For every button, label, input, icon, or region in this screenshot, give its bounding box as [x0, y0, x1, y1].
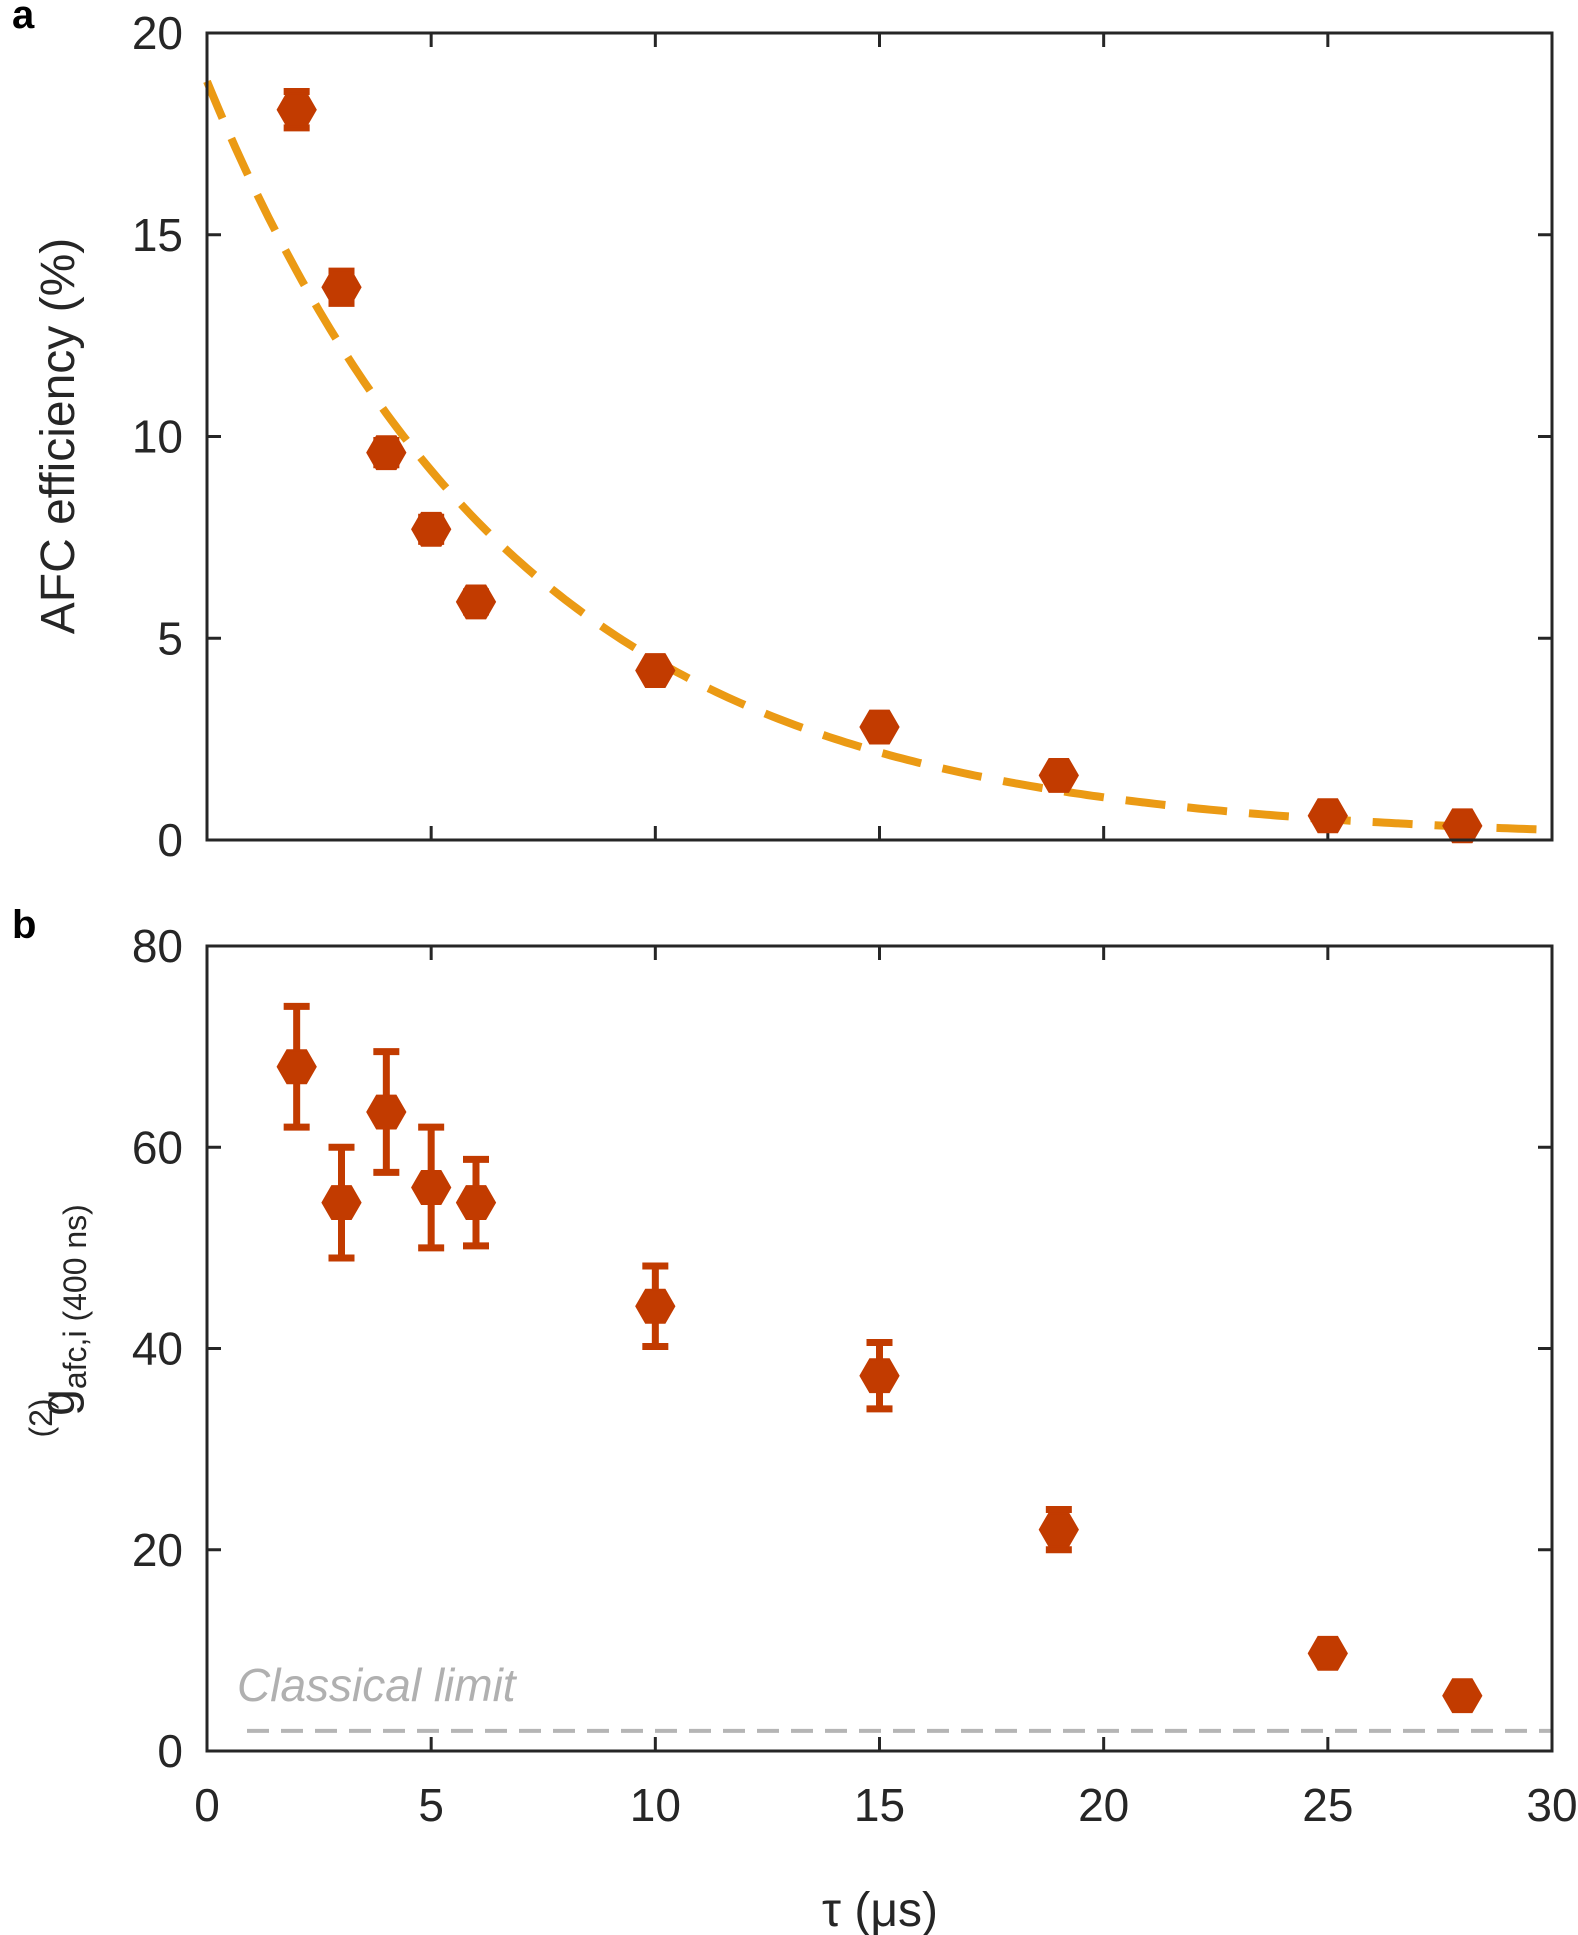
y-tick-label: 20 — [132, 7, 183, 59]
y-tick-label: 60 — [132, 1121, 183, 1173]
panel-b-ylabel-sup: (2) — [23, 1398, 59, 1437]
y-tick-label: 80 — [132, 920, 183, 972]
point-marker — [859, 709, 900, 745]
classical-limit-label: Classical limit — [237, 1659, 518, 1711]
panel-b-limit-layer: Classical limit — [237, 1659, 1552, 1733]
data-point — [366, 435, 407, 471]
data-point — [411, 1123, 452, 1252]
data-point — [321, 267, 362, 307]
y-tick-label: 20 — [132, 1524, 183, 1576]
data-point — [1307, 798, 1348, 834]
point-marker — [455, 584, 497, 620]
data-point — [411, 511, 452, 547]
x-tick-label: 10 — [630, 1779, 681, 1831]
point-marker — [411, 1170, 452, 1205]
y-tick-label: 0 — [157, 814, 183, 866]
panel-b-xlabel: τ (μs) — [822, 1884, 938, 1935]
data-point — [1038, 758, 1079, 793]
panel-a-points-layer — [276, 88, 1483, 844]
data-point — [859, 709, 900, 745]
point-marker — [1038, 758, 1079, 793]
point-marker — [1442, 1678, 1483, 1714]
data-point — [321, 1143, 362, 1262]
point-marker — [321, 269, 362, 305]
data-point — [635, 1262, 676, 1350]
panel-b-ylabel-sub: afc,i — [57, 1330, 93, 1389]
data-point — [276, 88, 317, 132]
data-point — [1442, 808, 1483, 844]
y-tick-label: 5 — [157, 612, 183, 664]
data-point — [455, 584, 497, 620]
point-marker — [635, 653, 676, 688]
x-tick-label: 5 — [418, 1779, 444, 1831]
point-marker — [1442, 808, 1483, 844]
x-tick-label: 20 — [1078, 1779, 1129, 1831]
x-tick-label: 0 — [194, 1779, 220, 1831]
panel-b-points-layer — [276, 1002, 1483, 1714]
point-marker — [366, 1094, 407, 1130]
x-tick-label: 25 — [1302, 1779, 1353, 1831]
point-marker — [1307, 798, 1348, 834]
panel-a-letter: a — [12, 0, 35, 37]
panel-b-ticks: 0 20 40 60 80 0 5 10 15 20 25 30 — [132, 920, 1578, 1831]
data-point — [635, 653, 676, 688]
y-tick-label: 40 — [132, 1323, 183, 1375]
point-marker — [411, 511, 452, 547]
panel-a-frame — [205, 31, 1554, 842]
point-marker — [1307, 1635, 1348, 1671]
point-marker — [455, 1185, 497, 1220]
y-tick-label: 10 — [132, 411, 183, 463]
data-point — [859, 1338, 900, 1413]
panel-b-ylabel: gafc,i (400 ns) — [32, 1204, 93, 1416]
data-point — [366, 1048, 407, 1176]
panel-b-ylabel-main: g — [32, 1389, 85, 1416]
point-marker — [276, 92, 317, 128]
panel-a-ylabel: AFC efficiency (%) — [32, 238, 85, 635]
data-point — [1442, 1678, 1483, 1714]
data-point — [1038, 1506, 1079, 1554]
point-marker — [1038, 1512, 1079, 1548]
panel-a: a 0 5 10 15 20 AFC efficiency (%) — [12, 0, 1554, 866]
point-marker — [321, 1185, 362, 1220]
point-marker — [635, 1288, 676, 1324]
point-marker — [276, 1049, 317, 1085]
point-marker — [366, 435, 407, 471]
data-point — [1307, 1635, 1348, 1671]
y-tick-label: 15 — [132, 209, 183, 261]
x-tick-label: 15 — [854, 1779, 905, 1831]
panel-b-ylabel-extra: (400 ns) — [57, 1204, 93, 1330]
y-tick-label: 0 — [157, 1725, 183, 1777]
panel-b-frame — [205, 944, 1554, 1753]
data-point — [455, 1155, 497, 1250]
x-tick-label: 30 — [1526, 1779, 1577, 1831]
panel-b-letter: b — [12, 903, 36, 947]
data-point — [276, 1002, 317, 1131]
point-marker — [859, 1358, 900, 1394]
panel-a-ticks: 0 5 10 15 20 — [132, 7, 1554, 866]
